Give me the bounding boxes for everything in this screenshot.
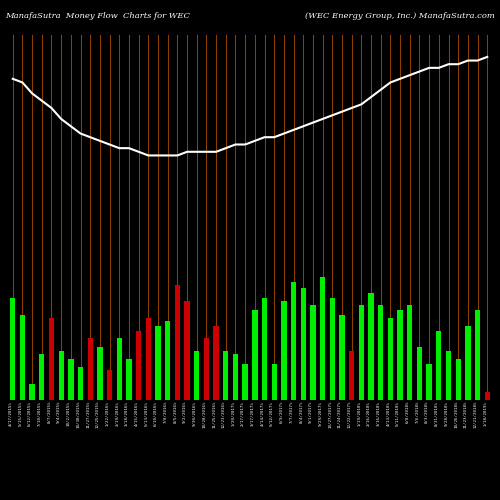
Bar [126,359,132,400]
Bar [136,331,141,400]
Bar [39,354,44,400]
Bar [417,348,422,400]
Bar [378,304,384,400]
Bar [174,285,180,400]
Bar [223,350,228,400]
Bar [20,314,25,400]
Bar [446,350,451,400]
Bar [156,326,160,400]
Bar [233,354,238,400]
Bar [320,277,326,400]
Bar [262,298,267,400]
Bar [252,310,258,400]
Bar [436,331,442,400]
Bar [426,364,432,400]
Bar [349,350,354,400]
Bar [407,304,412,400]
Bar [88,338,93,400]
Bar [10,298,16,400]
Bar [58,350,64,400]
Bar [204,338,209,400]
Bar [146,318,151,400]
Text: (WEC Energy Group, Inc.) ManafaSutra.com: (WEC Energy Group, Inc.) ManafaSutra.com [305,12,495,20]
Text: ManafaSutra  Money Flow  Charts for WEC: ManafaSutra Money Flow Charts for WEC [5,12,190,20]
Bar [78,367,83,400]
Bar [465,326,470,400]
Bar [214,326,219,400]
Bar [184,302,190,400]
Bar [165,321,170,400]
Bar [456,359,461,400]
Bar [68,359,73,400]
Bar [281,302,286,400]
Bar [310,304,316,400]
Bar [107,370,112,400]
Bar [242,364,248,400]
Bar [30,384,35,400]
Bar [368,293,374,400]
Bar [116,338,122,400]
Bar [330,298,335,400]
Bar [475,310,480,400]
Bar [358,304,364,400]
Bar [484,392,490,400]
Bar [388,318,393,400]
Bar [97,348,102,400]
Bar [194,350,200,400]
Bar [49,318,54,400]
Bar [398,310,403,400]
Bar [340,314,344,400]
Bar [300,288,306,400]
Bar [272,364,277,400]
Bar [291,282,296,400]
